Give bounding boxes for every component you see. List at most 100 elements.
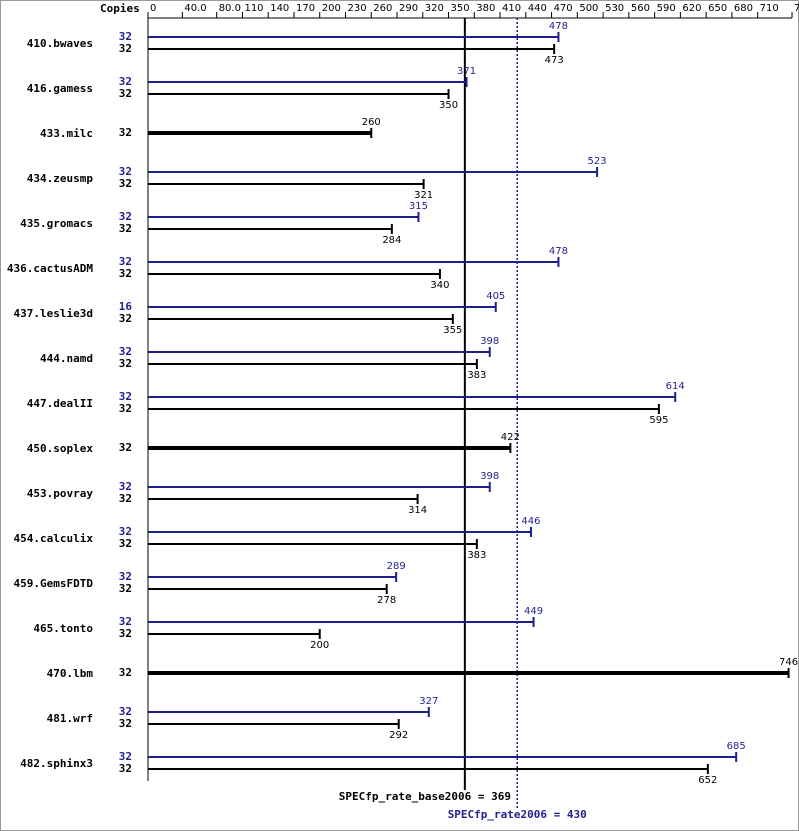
category-label: 434.zeusmp — [27, 172, 94, 185]
copies-label: 32 — [119, 402, 132, 415]
value-label: 523 — [588, 156, 607, 167]
value-label: 398 — [480, 336, 499, 347]
copies-label: 32 — [119, 126, 132, 139]
category-label: 447.dealII — [27, 397, 93, 410]
x-tick-label: 0 — [150, 3, 156, 14]
copies-label: 32 — [119, 210, 132, 223]
copies-label: 32 — [119, 42, 132, 55]
value-label: 350 — [439, 100, 458, 111]
copies-label: 32 — [119, 480, 132, 493]
category-label: 433.milc — [40, 127, 93, 140]
value-label: 278 — [377, 595, 396, 606]
value-label: 355 — [443, 325, 462, 336]
copies-label: 32 — [119, 222, 132, 235]
copies-label: 32 — [119, 615, 132, 628]
x-tick-label: 80.0 — [219, 3, 241, 14]
value-label: 314 — [408, 505, 427, 516]
value-label: 614 — [666, 381, 685, 392]
value-label: 446 — [521, 516, 540, 527]
x-tick-label: 170 — [296, 3, 315, 14]
copies-label: 32 — [119, 357, 132, 370]
x-tick-label: 560 — [631, 3, 650, 14]
copies-label: 32 — [119, 30, 132, 43]
category-label: 459.GemsFDTD — [14, 577, 94, 590]
value-label: 383 — [467, 550, 486, 561]
value-label: 478 — [549, 246, 568, 257]
value-label: 422 — [501, 432, 520, 443]
value-label: 315 — [409, 201, 428, 212]
copies-label: 32 — [119, 75, 132, 88]
value-label: 398 — [480, 471, 499, 482]
value-label: 478 — [549, 21, 568, 32]
x-tick-label: 590 — [657, 3, 676, 14]
copies-header: Copies — [100, 2, 140, 15]
category-label: 482.sphinx3 — [20, 757, 93, 770]
value-label: 284 — [382, 235, 401, 246]
x-tick-label: 290 — [399, 3, 418, 14]
copies-label: 32 — [119, 762, 132, 775]
x-tick-label: 350 — [451, 3, 470, 14]
category-label: 481.wrf — [47, 712, 93, 725]
x-tick-label: 680 — [734, 3, 753, 14]
value-label: 685 — [727, 741, 746, 752]
copies-label: 32 — [119, 255, 132, 268]
value-label: 595 — [649, 415, 668, 426]
value-label: 746 — [779, 657, 798, 668]
category-label: 470.lbm — [47, 667, 94, 680]
x-tick-label: 320 — [425, 3, 444, 14]
value-label: 371 — [457, 66, 476, 77]
copies-label: 32 — [119, 525, 132, 538]
x-tick-label: 710 — [760, 3, 779, 14]
copies-label: 16 — [119, 300, 133, 313]
x-tick-label: 40.0 — [184, 3, 206, 14]
x-tick-label: 620 — [682, 3, 701, 14]
copies-label: 32 — [119, 177, 132, 190]
value-label: 383 — [467, 370, 486, 381]
value-label: 321 — [414, 190, 433, 201]
copies-label: 32 — [119, 582, 132, 595]
copies-label: 32 — [119, 441, 132, 454]
value-label: 652 — [698, 775, 717, 786]
copies-label: 32 — [119, 87, 132, 100]
copies-label: 32 — [119, 345, 132, 358]
x-tick-label: 260 — [373, 3, 392, 14]
copies-label: 32 — [119, 267, 132, 280]
value-label: 449 — [524, 606, 543, 617]
value-label: 327 — [419, 696, 438, 707]
value-label: 200 — [310, 640, 329, 651]
copies-label: 32 — [119, 165, 132, 178]
copies-label: 32 — [119, 705, 132, 718]
value-label: 292 — [389, 730, 408, 741]
x-tick-label: 530 — [605, 3, 624, 14]
category-label: 454.calculix — [14, 532, 94, 545]
x-tick-label: 110 — [244, 3, 263, 14]
copies-label: 32 — [119, 570, 132, 583]
copies-label: 32 — [119, 717, 132, 730]
category-label: 465.tonto — [33, 622, 93, 635]
category-label: 410.bwaves — [27, 37, 93, 50]
category-label: 444.namd — [40, 352, 93, 365]
copies-label: 32 — [119, 666, 132, 679]
x-tick-label: 470 — [554, 3, 573, 14]
x-tick-label: 750 — [794, 3, 799, 14]
reference-label: SPECfp_rate2006 = 430 — [448, 808, 587, 821]
copies-label: 32 — [119, 390, 132, 403]
copies-label: 32 — [119, 492, 132, 505]
category-label: 435.gromacs — [20, 217, 93, 230]
x-tick-label: 230 — [347, 3, 366, 14]
category-label: 453.povray — [27, 487, 94, 500]
value-label: 473 — [545, 55, 564, 66]
category-label: 437.leslie3d — [14, 307, 93, 320]
value-label: 260 — [362, 117, 381, 128]
x-tick-label: 650 — [708, 3, 727, 14]
category-label: 416.gamess — [27, 82, 93, 95]
copies-label: 32 — [119, 312, 132, 325]
copies-label: 32 — [119, 627, 132, 640]
copies-label: 32 — [119, 537, 132, 550]
x-tick-label: 500 — [579, 3, 598, 14]
x-tick-label: 380 — [476, 3, 495, 14]
x-tick-label: 140 — [270, 3, 289, 14]
x-tick-label: 440 — [528, 3, 547, 14]
